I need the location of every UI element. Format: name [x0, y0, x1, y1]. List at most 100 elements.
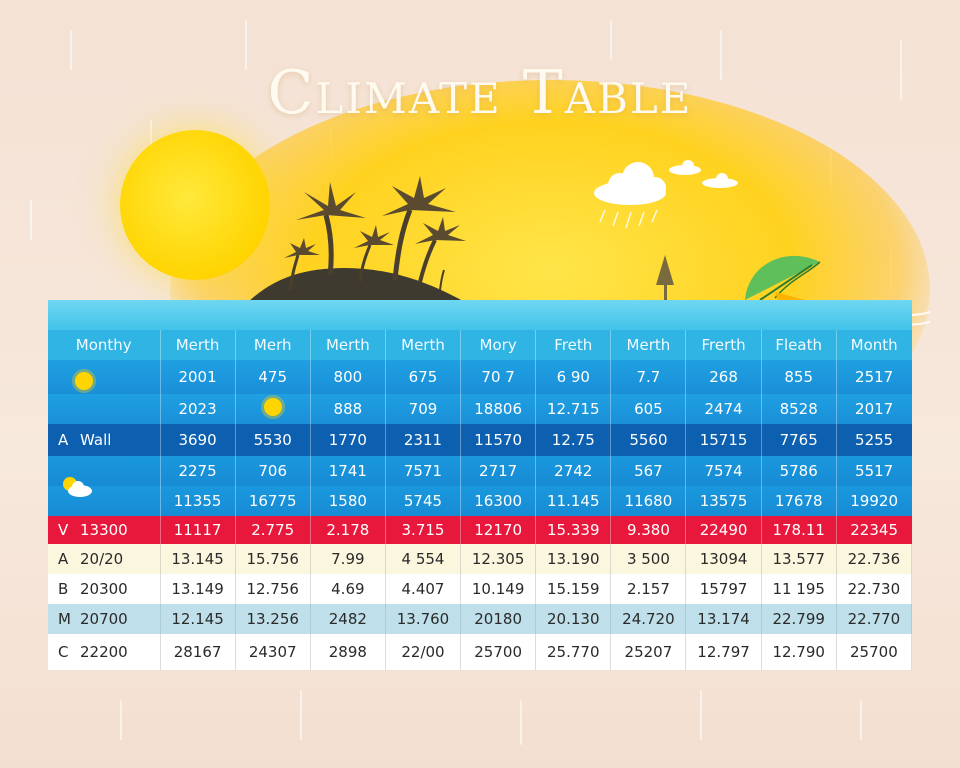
table-cell: 5745 [385, 486, 462, 516]
table-cell: 20.130 [535, 604, 612, 634]
table-cell: 2.157 [610, 574, 687, 604]
row-key: M [58, 610, 71, 628]
table-row: B 20300 13.149 12.756 4.69 4.407 10.149 1… [48, 574, 913, 604]
page-title: Climate Table [267, 58, 693, 128]
table-cell: 5255 [836, 424, 912, 456]
table-cell: 11117 [160, 516, 236, 544]
table-row: V 13300 11117 2.775 2.178 3.715 12170 15.… [48, 516, 912, 544]
rain-streak [245, 20, 247, 70]
rain-streak [860, 700, 862, 740]
row-key: A [58, 550, 69, 568]
table-cell: 10.149 [460, 574, 537, 604]
table-cell: 3 500 [610, 544, 687, 574]
table-cell: 24.720 [610, 604, 687, 634]
row-label: A 20/20 [48, 544, 161, 574]
table-cell: 1770 [310, 424, 386, 456]
table-cell: 13094 [685, 544, 762, 574]
island-icon [245, 268, 470, 305]
table-cell: 1741 [310, 456, 386, 486]
table-cell: 855 [761, 360, 837, 394]
table-cell: 13.577 [761, 544, 837, 574]
table-cell: 12.145 [160, 604, 236, 634]
column-header: Merth [310, 330, 386, 360]
table-cell: 6 90 [535, 360, 612, 394]
table-cell: 19920 [836, 486, 912, 516]
table-cell: 675 [385, 360, 462, 394]
table-cell: 13.149 [160, 574, 236, 604]
rain-streak [70, 30, 72, 70]
table-row: A Wall 3690 5530 1770 2311 11570 12.75 55… [48, 424, 912, 456]
rain-streak [300, 690, 302, 740]
table-cell: 2474 [685, 394, 762, 424]
table-cell: 22.770 [836, 604, 913, 634]
column-header: Merth [385, 330, 462, 360]
table-cell: 3690 [160, 424, 236, 456]
table-cell: 567 [610, 456, 687, 486]
table-cell: 888 [310, 394, 386, 424]
row-label-text: 20300 [80, 580, 128, 598]
table-cell: 28167 [160, 634, 236, 670]
table-row: C 22200 28167 24307 2898 22/00 25700 25.7… [48, 634, 913, 670]
table-cell: 4.69 [310, 574, 386, 604]
table-cell: 25700 [460, 634, 537, 670]
table-row: 2275 706 1741 7571 2717 2742 567 7574 57… [48, 456, 912, 497]
island-scene [49, 160, 931, 326]
table-cell: 11355 [160, 486, 236, 516]
table-cell: 25207 [610, 634, 687, 670]
table-cell: 4 554 [385, 544, 462, 574]
table-cell: 22.736 [836, 544, 913, 574]
row-label-text: 20700 [80, 610, 128, 628]
rain-streak [120, 700, 122, 740]
table-cell: 1580 [310, 486, 386, 516]
rain-streak [610, 20, 612, 60]
table-cell [235, 394, 311, 424]
table-cell: 22/00 [385, 634, 462, 670]
table-row: 2001 475 800 675 70 7 6 90 7.7 268 855 2… [48, 360, 912, 394]
table-cell: 15.159 [535, 574, 612, 604]
table-cell: 5517 [836, 456, 912, 486]
table-cell: 178.11 [761, 516, 837, 544]
table-cell: 7.99 [310, 544, 386, 574]
table-cell: 13.760 [385, 604, 462, 634]
table-cell: 15797 [685, 574, 762, 604]
table-cell: 709 [385, 394, 462, 424]
table-cell: 2.178 [310, 516, 386, 544]
table-cell: 2311 [385, 424, 462, 456]
table-cell: 13.145 [160, 544, 236, 574]
table-cell: 15.756 [235, 544, 311, 574]
partly-cloudy-icon [63, 477, 92, 497]
sun-icon [120, 130, 270, 280]
table-cell: 2.775 [235, 516, 311, 544]
sun-icon [263, 398, 282, 416]
table-cell: 800 [310, 360, 386, 394]
table-cell: 12.790 [761, 634, 837, 670]
rain-streak [520, 700, 522, 745]
table-cell: 7571 [385, 456, 462, 486]
row-label: M 20700 [48, 604, 161, 634]
table-cell: 11680 [610, 486, 687, 516]
column-header: Mory [460, 330, 537, 360]
palm-tree-icon [284, 176, 466, 291]
sun-icon [74, 372, 93, 390]
table-cell: 7574 [685, 456, 762, 486]
column-header: Merth [610, 330, 687, 360]
row-label: V 13300 [48, 516, 161, 544]
table-header-row: Monthy Merth Merh Merth Merth Mory Freth… [48, 330, 912, 360]
table-cell: 605 [610, 394, 687, 424]
column-header: Merth [160, 330, 236, 360]
row-key: C [58, 643, 69, 661]
table-cell: 22.799 [761, 604, 837, 634]
table-cell: 15.339 [535, 516, 612, 544]
table-cell: 12.715 [535, 394, 612, 424]
table-cell: 8528 [761, 394, 837, 424]
rain-streak [700, 690, 702, 740]
table-cell: 13.190 [535, 544, 612, 574]
table-cell: 2023 [160, 394, 236, 424]
table-cell: 5530 [235, 424, 311, 456]
climate-table: Monthy Merth Merh Merth Merth Mory Freth… [48, 330, 913, 670]
table-cell: 13.256 [235, 604, 311, 634]
table-cell: 2517 [836, 360, 912, 394]
row-label-text: 20/20 [80, 550, 124, 568]
table-cell: 7.7 [610, 360, 687, 394]
table-cell: 13575 [685, 486, 762, 516]
